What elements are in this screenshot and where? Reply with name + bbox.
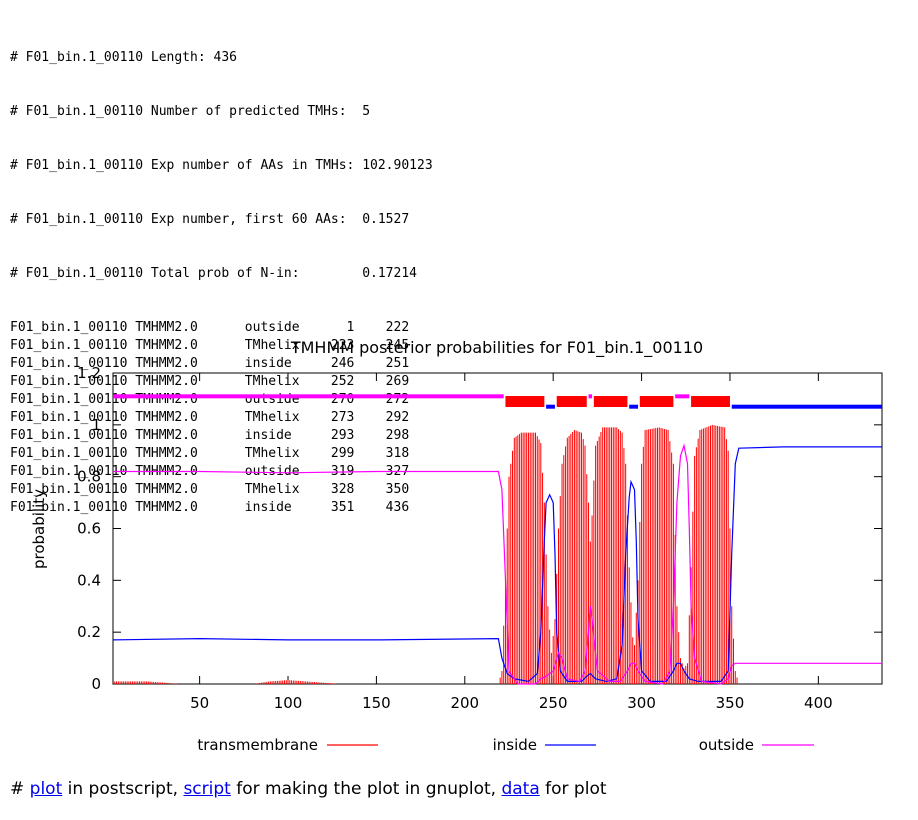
y-tick-label: 0.8 bbox=[77, 468, 101, 486]
topology-segment-tmhelix bbox=[639, 396, 674, 408]
topology-row: F01_bin.1_00110 TMHMM2.0 TMhelix 273 292 bbox=[10, 410, 410, 425]
topology-segment-tmhelix bbox=[691, 396, 730, 408]
tmhmm-output: # F01_bin.1_00110 Length: 436 # F01_bin.… bbox=[10, 13, 433, 535]
topology-row: F01_bin.1_00110 TMHMM2.0 outside 1 222 bbox=[10, 320, 410, 335]
plot-area: 0 0.2 0.4 0.6 0.8 1 1.2 50 100 150 200 250 300 350 400 bbox=[77, 364, 883, 712]
legend-label: outside bbox=[699, 736, 754, 754]
y-tick-label: 1 bbox=[91, 416, 101, 434]
topology-segment-outside bbox=[113, 394, 504, 399]
x-tick-label: 100 bbox=[274, 694, 303, 712]
topology-row: F01_bin.1_00110 TMHMM2.0 inside 293 298 bbox=[10, 428, 410, 443]
topology-row: F01_bin.1_00110 TMHMM2.0 TMhelix 299 318 bbox=[10, 446, 410, 461]
footer-note: # plot in postscript, script for making … bbox=[10, 779, 607, 799]
x-tick-label: 250 bbox=[539, 694, 568, 712]
outside-line bbox=[113, 443, 882, 685]
x-tick-label: 200 bbox=[450, 694, 479, 712]
header-line: # F01_bin.1_00110 Length: 436 bbox=[10, 50, 237, 65]
y-tick-label: 0.6 bbox=[77, 520, 101, 538]
footer-text: for making the plot in gnuplot, bbox=[230, 779, 502, 799]
x-tick-label: 50 bbox=[190, 694, 209, 712]
topology-row: F01_bin.1_00110 TMHMM2.0 inside 246 251 bbox=[10, 356, 410, 371]
y-tick-label: 0.2 bbox=[77, 623, 101, 641]
y-axis-label: probability bbox=[30, 489, 48, 569]
inside-line bbox=[112, 446, 882, 683]
y-tick-label: 1.2 bbox=[77, 364, 101, 382]
topology-row: F01_bin.1_00110 TMHMM2.0 TMhelix 252 269 bbox=[10, 374, 410, 389]
topology-row: F01_bin.1_00110 TMHMM2.0 TMhelix 223 245 bbox=[10, 338, 410, 353]
topology-row: F01_bin.1_00110 TMHMM2.0 inside 351 436 bbox=[10, 500, 410, 515]
x-tick-label: 150 bbox=[362, 694, 391, 712]
plot-frame bbox=[112, 372, 883, 685]
legend-label: transmembrane bbox=[197, 736, 318, 754]
plot-link[interactable]: plot bbox=[29, 779, 63, 799]
header-line: # F01_bin.1_00110 Total prob of N-in: 0.… bbox=[10, 266, 417, 281]
topology-segment-outside bbox=[588, 394, 593, 399]
header-line: # F01_bin.1_00110 Number of predicted TM… bbox=[10, 104, 371, 119]
posterior-probability-chart: TMHMM posterior probabilities for F01_bi… bbox=[30, 338, 883, 754]
y-tick-label: 0.4 bbox=[77, 571, 101, 589]
chart-title: TMHMM posterior probabilities for F01_bi… bbox=[290, 338, 703, 358]
header-line: # F01_bin.1_00110 Exp number of AAs in T… bbox=[10, 158, 433, 173]
topology-row: F01_bin.1_00110 TMHMM2.0 TMhelix 328 350 bbox=[10, 482, 410, 497]
x-tick-label: 350 bbox=[716, 694, 745, 712]
header-line: # F01_bin.1_00110 Exp number, first 60 A… bbox=[10, 212, 410, 227]
topology-segment-tmhelix bbox=[505, 396, 545, 408]
y-tick-label: 0 bbox=[91, 675, 101, 693]
topology-segment-tmhelix bbox=[593, 396, 628, 408]
topology-segment-inside bbox=[731, 404, 882, 409]
script-link[interactable]: script bbox=[183, 779, 231, 799]
topology-segment-outside bbox=[675, 394, 690, 399]
legend: transmembrane inside outside bbox=[197, 736, 814, 754]
topology-segment-inside bbox=[546, 404, 555, 409]
legend-label: inside bbox=[493, 736, 537, 754]
topology-table: F01_bin.1_00110 TMHMM2.0 outside 1 222 F0… bbox=[10, 319, 433, 517]
x-tick-label: 400 bbox=[804, 694, 833, 712]
data-link[interactable]: data bbox=[501, 779, 540, 799]
footer-prefix: # bbox=[10, 779, 30, 799]
footer-text: for plot bbox=[539, 779, 607, 799]
x-tick-label: 300 bbox=[627, 694, 656, 712]
footer-text: in postscript, bbox=[62, 779, 184, 799]
topology-segment-inside bbox=[629, 404, 639, 409]
topology-segment-tmhelix bbox=[556, 396, 587, 408]
